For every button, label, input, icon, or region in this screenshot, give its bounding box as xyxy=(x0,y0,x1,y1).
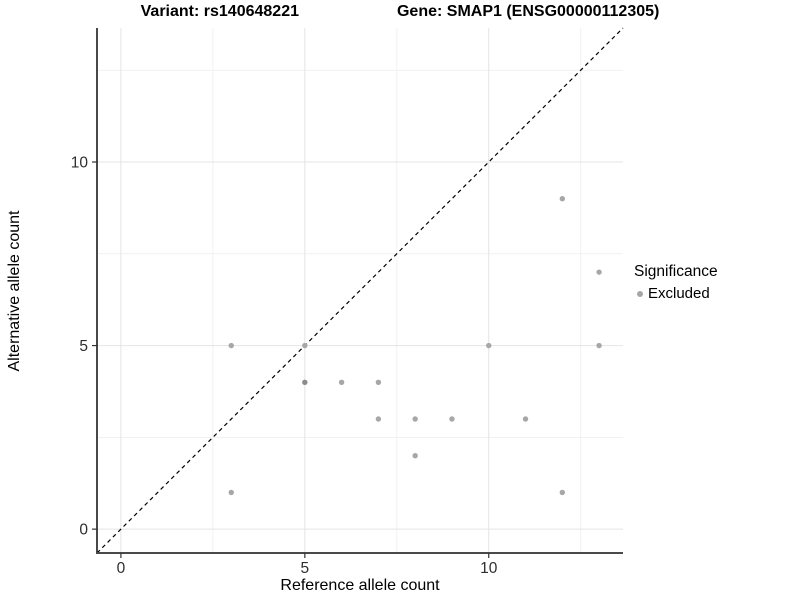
data-point xyxy=(412,416,418,422)
data-point xyxy=(302,379,308,385)
data-point xyxy=(412,453,418,459)
data-point xyxy=(596,342,602,349)
x-tick-label: 5 xyxy=(301,560,310,577)
y-axis-ticks: 0 5 10 xyxy=(71,155,97,539)
gene-title: Gene: SMAP1 (ENSG00000112305) xyxy=(396,3,660,20)
data-point xyxy=(375,416,382,422)
x-axis-title: Reference allele count xyxy=(280,577,440,594)
y-tick-label: 5 xyxy=(79,338,88,355)
data-point xyxy=(375,379,382,385)
grid-major xyxy=(97,28,623,553)
data-point xyxy=(486,342,492,349)
data-point xyxy=(596,269,602,275)
legend-point-icon xyxy=(637,290,643,297)
data-point xyxy=(228,489,234,496)
data-point xyxy=(302,342,308,349)
x-axis-ticks: 0 5 10 xyxy=(117,553,498,577)
variant-title: Variant: rs140648221 xyxy=(140,3,299,20)
data-point xyxy=(338,379,345,385)
legend-title: Significance xyxy=(634,263,718,280)
legend: Significance Excluded xyxy=(634,263,718,302)
x-tick-label: 10 xyxy=(480,560,498,577)
y-tick-label: 10 xyxy=(71,155,89,172)
plot-title-row: Variant: rs140648221 Gene: SMAP1 (ENSG00… xyxy=(0,3,800,21)
y-axis-title: Alternative allele count xyxy=(6,210,23,372)
legend-item-excluded: Excluded xyxy=(634,285,718,302)
identity-line xyxy=(96,27,624,554)
grid-minor xyxy=(97,28,623,553)
data-point xyxy=(559,196,566,202)
y-tick-label: 0 xyxy=(79,522,88,539)
data-point xyxy=(449,416,455,422)
data-point xyxy=(522,416,529,422)
data-point xyxy=(228,342,234,349)
x-tick-label: 0 xyxy=(117,560,126,577)
data-point xyxy=(559,489,566,496)
data-points xyxy=(228,196,602,496)
legend-item-label: Excluded xyxy=(648,285,710,302)
